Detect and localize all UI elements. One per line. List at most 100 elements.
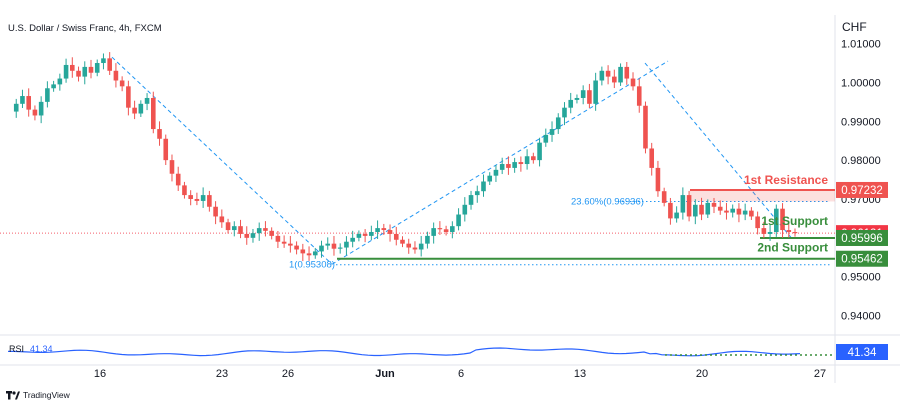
candle-body xyxy=(101,58,106,64)
candle-body xyxy=(200,195,206,201)
candle-body xyxy=(649,148,655,168)
candle-body xyxy=(450,226,455,232)
support-2-badge-label: 0.95462 xyxy=(841,254,883,266)
candle-body xyxy=(26,96,31,110)
fib-trend-line xyxy=(111,56,333,265)
candle-body xyxy=(636,86,642,106)
candle-body xyxy=(518,162,524,165)
candle-body xyxy=(618,66,623,83)
candle-body xyxy=(481,181,486,192)
candle-body xyxy=(213,206,218,217)
candle-body xyxy=(531,156,536,161)
candle-body xyxy=(537,142,542,161)
candle-body xyxy=(786,230,792,232)
x-tick-label: 26 xyxy=(282,368,294,380)
candle-body xyxy=(45,88,50,102)
candle-body xyxy=(400,239,405,244)
candle-body xyxy=(144,97,150,104)
candle-body xyxy=(730,208,735,213)
candle-body xyxy=(655,167,661,192)
candle-body xyxy=(674,212,679,219)
tradingview-logo-icon xyxy=(6,390,20,400)
candle-body xyxy=(169,160,175,174)
candle-body xyxy=(231,226,237,231)
x-tick-label: Jun xyxy=(375,368,395,380)
fib-level-label: 23.60%(0.96936) xyxy=(571,196,644,207)
candle-body xyxy=(599,70,605,81)
y-axis: 0.940000.950000.960000.970000.980000.990… xyxy=(841,39,881,323)
rsi-badge-label: 41.34 xyxy=(848,347,877,359)
candle-body xyxy=(487,175,493,182)
candle-body xyxy=(150,97,156,130)
candle-body xyxy=(344,241,349,248)
candle-body xyxy=(63,64,69,79)
candle-body xyxy=(337,247,343,249)
candle-body xyxy=(668,202,673,219)
x-tick-label: 6 xyxy=(458,368,464,380)
candle-body xyxy=(456,214,461,227)
candle-body xyxy=(749,210,754,217)
candle-body xyxy=(549,129,555,135)
candle-body xyxy=(51,84,56,89)
candle-body xyxy=(574,97,580,100)
rsi-badge xyxy=(836,344,888,360)
candle-body xyxy=(587,90,592,104)
y-tick-label: 0.98000 xyxy=(841,155,881,167)
candle-body xyxy=(755,216,760,229)
candle-body xyxy=(381,228,387,231)
resistance-badge-label: 0.97232 xyxy=(841,185,883,197)
candle-body xyxy=(88,66,94,73)
candle-body xyxy=(294,245,299,250)
resistance-badge xyxy=(836,181,888,198)
candle-body xyxy=(256,228,262,234)
candle-body xyxy=(163,138,169,161)
candle-body xyxy=(188,195,193,199)
candle-body xyxy=(107,58,112,71)
candle-body xyxy=(474,191,480,196)
candle-body xyxy=(792,232,798,234)
candles xyxy=(13,52,798,262)
candle-body xyxy=(70,64,75,71)
candle-body xyxy=(369,232,374,236)
chart-title: U.S. Dollar / Swiss Franc, 4h, FXCM xyxy=(8,23,162,34)
candle-body xyxy=(138,103,144,114)
candle-body xyxy=(288,243,293,246)
candle-body xyxy=(686,195,692,217)
candle-body xyxy=(113,70,119,81)
candle-body xyxy=(406,243,412,248)
candle-body xyxy=(443,229,449,232)
candle-body xyxy=(350,237,355,242)
candle-body xyxy=(32,109,38,116)
candle-body xyxy=(593,80,598,104)
candle-body xyxy=(661,191,667,203)
candle-body xyxy=(219,216,225,223)
x-axis: 16 23 26 Jun 6 13 20 27 xyxy=(94,368,826,380)
tradingview-brand-label: TradingView xyxy=(23,390,70,400)
candle-body xyxy=(263,228,268,231)
candle-body xyxy=(76,70,81,77)
x-tick-label: 20 xyxy=(696,368,708,380)
candle-body xyxy=(132,107,137,114)
candle-body xyxy=(705,202,711,215)
level-labels: 1st Resistance 1st Support 2nd Support 0.97… xyxy=(744,173,888,267)
level-label: 1st Resistance xyxy=(744,173,828,187)
resistance-zone xyxy=(690,189,835,202)
candle-body xyxy=(375,228,380,232)
candle-body xyxy=(717,206,723,211)
candle-body xyxy=(512,162,517,168)
candle-body xyxy=(13,103,19,112)
y-tick-label: 0.95000 xyxy=(841,272,881,284)
candle-body xyxy=(693,204,698,217)
candle-body xyxy=(711,202,717,207)
fib-retracement[interactable]: 23.60%(0.96936) 1(0.95308) xyxy=(111,56,830,271)
candle-body xyxy=(506,164,511,168)
levels xyxy=(0,188,835,260)
candle-body xyxy=(387,230,393,234)
y-tick-label: 0.99000 xyxy=(841,116,881,128)
candle-body xyxy=(281,241,287,244)
candle-body xyxy=(418,243,424,250)
candle-body xyxy=(742,210,748,215)
candle-body xyxy=(468,195,474,205)
candle-body xyxy=(20,96,25,104)
